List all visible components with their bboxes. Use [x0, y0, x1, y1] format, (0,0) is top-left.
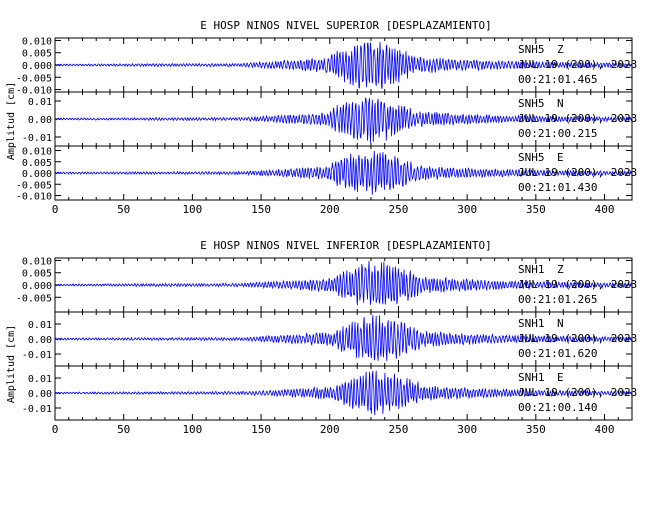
date-label: JUL 19 (200), 2023 — [518, 386, 637, 399]
x-tick-label: 100 — [182, 203, 202, 216]
waveform-trace — [54, 370, 632, 416]
component-label: E — [557, 151, 564, 164]
y-tick-label: 0.01 — [28, 374, 52, 385]
component-label: N — [557, 97, 564, 110]
x-tick-label: 0 — [52, 423, 59, 436]
waveform-trace — [54, 150, 632, 195]
y-tick-label: 0.00 — [28, 115, 52, 126]
date-label: JUL 19 (200), 2023 — [518, 58, 637, 71]
chart-title-upper: E HOSP NINOS NIVEL SUPERIOR [DESPLAZAMIE… — [200, 19, 491, 32]
panel-SNH1-N: 0.01 0.00 -0.01 SNH1 N JUL 19 (200), 2023 00:2… — [22, 311, 637, 367]
waveform-trace — [55, 260, 632, 306]
component-label: E — [557, 371, 564, 384]
y-tick-label: 0.00 — [28, 335, 52, 346]
time-label: 00:21:01.620 — [518, 347, 597, 360]
x-tick-label: 300 — [457, 203, 477, 216]
date-label: JUL 19 (200), 2023 — [518, 166, 637, 179]
y-axis-label-upper: Amplitud [cm] — [6, 82, 17, 160]
x-tick-label: 300 — [457, 423, 477, 436]
y-tick-label: 0.005 — [22, 49, 52, 60]
date-label: JUL 19 (200), 2023 — [518, 112, 637, 125]
y-tick-label: 0.000 — [22, 281, 52, 292]
x-tick-label: 350 — [526, 203, 546, 216]
y-tick-label: 0.00 — [28, 389, 52, 400]
y-tick-label: 0.01 — [28, 320, 52, 331]
y-tick-label: -0.005 — [16, 180, 52, 191]
waveform-trace — [54, 42, 632, 89]
x-tick-label: 400 — [595, 423, 615, 436]
y-tick-label: -0.010 — [16, 192, 52, 203]
x-tick-label: 200 — [320, 423, 340, 436]
y-tick-label: -0.010 — [16, 86, 52, 97]
y-tick-label: 0.005 — [22, 158, 52, 169]
y-tick-label: 0.010 — [22, 147, 52, 158]
chart-title-lower: E HOSP NINOS NIVEL INFERIOR [DESPLAZAMIE… — [200, 239, 491, 252]
y-tick-label: -0.01 — [22, 404, 52, 415]
component-label: Z — [557, 263, 564, 276]
y-tick-label: 0.000 — [22, 169, 52, 180]
station-label: SNH1 — [518, 263, 545, 276]
component-label: N — [557, 317, 564, 330]
x-tick-label: 350 — [526, 423, 546, 436]
x-tick-label: 150 — [251, 203, 271, 216]
y-tick-label: -0.01 — [22, 133, 52, 144]
waveform-trace — [54, 97, 632, 144]
time-label: 00:21:00.140 — [518, 401, 597, 414]
waveform-trace — [54, 315, 632, 362]
date-label: JUL 19 (200), 2023 — [518, 332, 637, 345]
x-tick-label: 150 — [251, 423, 271, 436]
station-label: SNH1 — [518, 371, 545, 384]
time-label: 00:21:00.215 — [518, 127, 597, 140]
panel-SNH1-E: 0.01 0.00 -0.01 SNH1 E JUL 19 (200), 2023 00:2… — [22, 365, 637, 421]
station-label: SNH5 — [518, 97, 545, 110]
x-tick-label: 100 — [182, 423, 202, 436]
date-label: JUL 19 (200), 2023 — [518, 278, 637, 291]
component-label: Z — [557, 43, 564, 56]
x-tick-label: 400 — [595, 203, 615, 216]
x-tick-label: 50 — [117, 423, 130, 436]
x-tick-label: 200 — [320, 203, 340, 216]
y-tick-label: -0.005 — [16, 293, 52, 304]
station-label: SNH1 — [518, 317, 545, 330]
y-tick-label: 0.000 — [22, 61, 52, 72]
x-tick-label: 0 — [52, 203, 59, 216]
time-label: 00:21:01.465 — [518, 73, 597, 86]
x-tick-label: 250 — [389, 203, 409, 216]
panel-SNH5-N: 0.01 0.00 -0.01 SNH5 N JUL 19 (200), 2023 00:2… — [22, 91, 637, 147]
station-label: SNH5 — [518, 151, 545, 164]
x-tick-label: 50 — [117, 203, 130, 216]
y-tick-label: -0.005 — [16, 73, 52, 84]
y-tick-label: 0.010 — [22, 256, 52, 267]
x-tick-label: 250 — [389, 423, 409, 436]
y-tick-label: 0.01 — [28, 97, 52, 108]
station-label: SNH5 — [518, 43, 545, 56]
y-tick-label: -0.01 — [22, 350, 52, 361]
y-axis-label-lower: Amplitud [cm] — [6, 325, 17, 403]
time-label: 00:21:01.430 — [518, 181, 597, 194]
time-label: 00:21:01.265 — [518, 293, 597, 306]
y-tick-label: 0.010 — [22, 36, 52, 47]
y-tick-label: 0.005 — [22, 269, 52, 280]
